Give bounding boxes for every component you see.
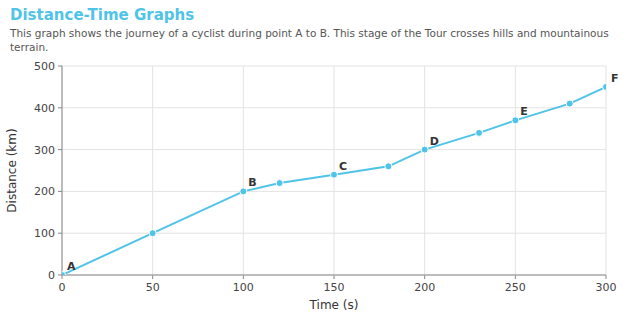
annotation: B [248, 176, 256, 189]
tick-mark [58, 107, 62, 108]
point [421, 146, 428, 153]
tick-label: 150 [324, 281, 345, 294]
grid-line [152, 66, 153, 275]
tick-mark [58, 149, 62, 150]
series [62, 83, 606, 275]
point [603, 83, 607, 90]
x-axis-line [62, 275, 606, 276]
annotation: C [339, 160, 347, 173]
point [476, 129, 483, 136]
grid-line [62, 66, 63, 275]
subtitle: This graph shows the journey of a cyclis… [10, 27, 620, 54]
tick-mark [424, 275, 425, 279]
y-axis-label: Distance (km) [5, 128, 19, 212]
tick-label: 200 [414, 281, 435, 294]
chart: 0 50 100 150 200 250 300 0 100 200 300 400 500 Time (… [0, 54, 630, 315]
chart-area: 0 50 100 150 200 250 300 0 100 200 300 400 500 Time (… [0, 54, 630, 315]
grid-line [515, 66, 516, 275]
tick-label: 250 [505, 281, 526, 294]
tick-label: 300 [596, 281, 617, 294]
point [566, 100, 573, 107]
tick-mark [58, 66, 62, 67]
annotation: D [430, 135, 439, 148]
tick-label: 200 [34, 185, 55, 198]
grid-line [334, 66, 335, 275]
tick-mark [62, 275, 63, 279]
annotations: A F E D C B [67, 72, 619, 273]
point [62, 272, 66, 276]
grid-line [62, 233, 606, 234]
header: Distance-Time Graphs This graph shows th… [0, 0, 630, 54]
annotation: E [520, 105, 528, 118]
point [331, 171, 338, 178]
tick-label: 0 [48, 269, 55, 282]
tick-label: 100 [233, 281, 254, 294]
point [512, 117, 519, 124]
line [62, 87, 606, 275]
point [276, 180, 283, 187]
axes: 0 50 100 150 200 250 300 0 100 200 300 400 500 [34, 60, 617, 294]
point [149, 230, 156, 237]
grid-line [243, 66, 244, 275]
annotation: F [611, 72, 619, 85]
grid-line [62, 66, 606, 67]
tick-label: 50 [146, 281, 160, 294]
tick-label: 400 [34, 102, 55, 115]
tick-label: 500 [34, 60, 55, 73]
grid-line [606, 66, 607, 275]
tick-mark [152, 275, 153, 279]
tick-label: 100 [34, 227, 55, 240]
tick-mark [58, 275, 62, 276]
tick-mark [58, 233, 62, 234]
grid-line [62, 275, 606, 276]
grid-line [424, 66, 425, 275]
tick-mark [606, 275, 607, 279]
title: Distance-Time Graphs [10, 6, 620, 24]
tick-mark [515, 275, 516, 279]
y-axis-line [62, 66, 63, 275]
tick-mark [243, 275, 244, 279]
tick-mark [58, 191, 62, 192]
x-axis-label: Time (s) [309, 298, 359, 312]
grid-line [62, 149, 606, 150]
point [240, 188, 247, 195]
tick-mark [334, 275, 335, 279]
annotation: A [67, 260, 76, 273]
tick-label: 0 [59, 281, 66, 294]
grid-line [62, 191, 606, 192]
tick-label: 300 [34, 144, 55, 157]
point [385, 163, 392, 170]
